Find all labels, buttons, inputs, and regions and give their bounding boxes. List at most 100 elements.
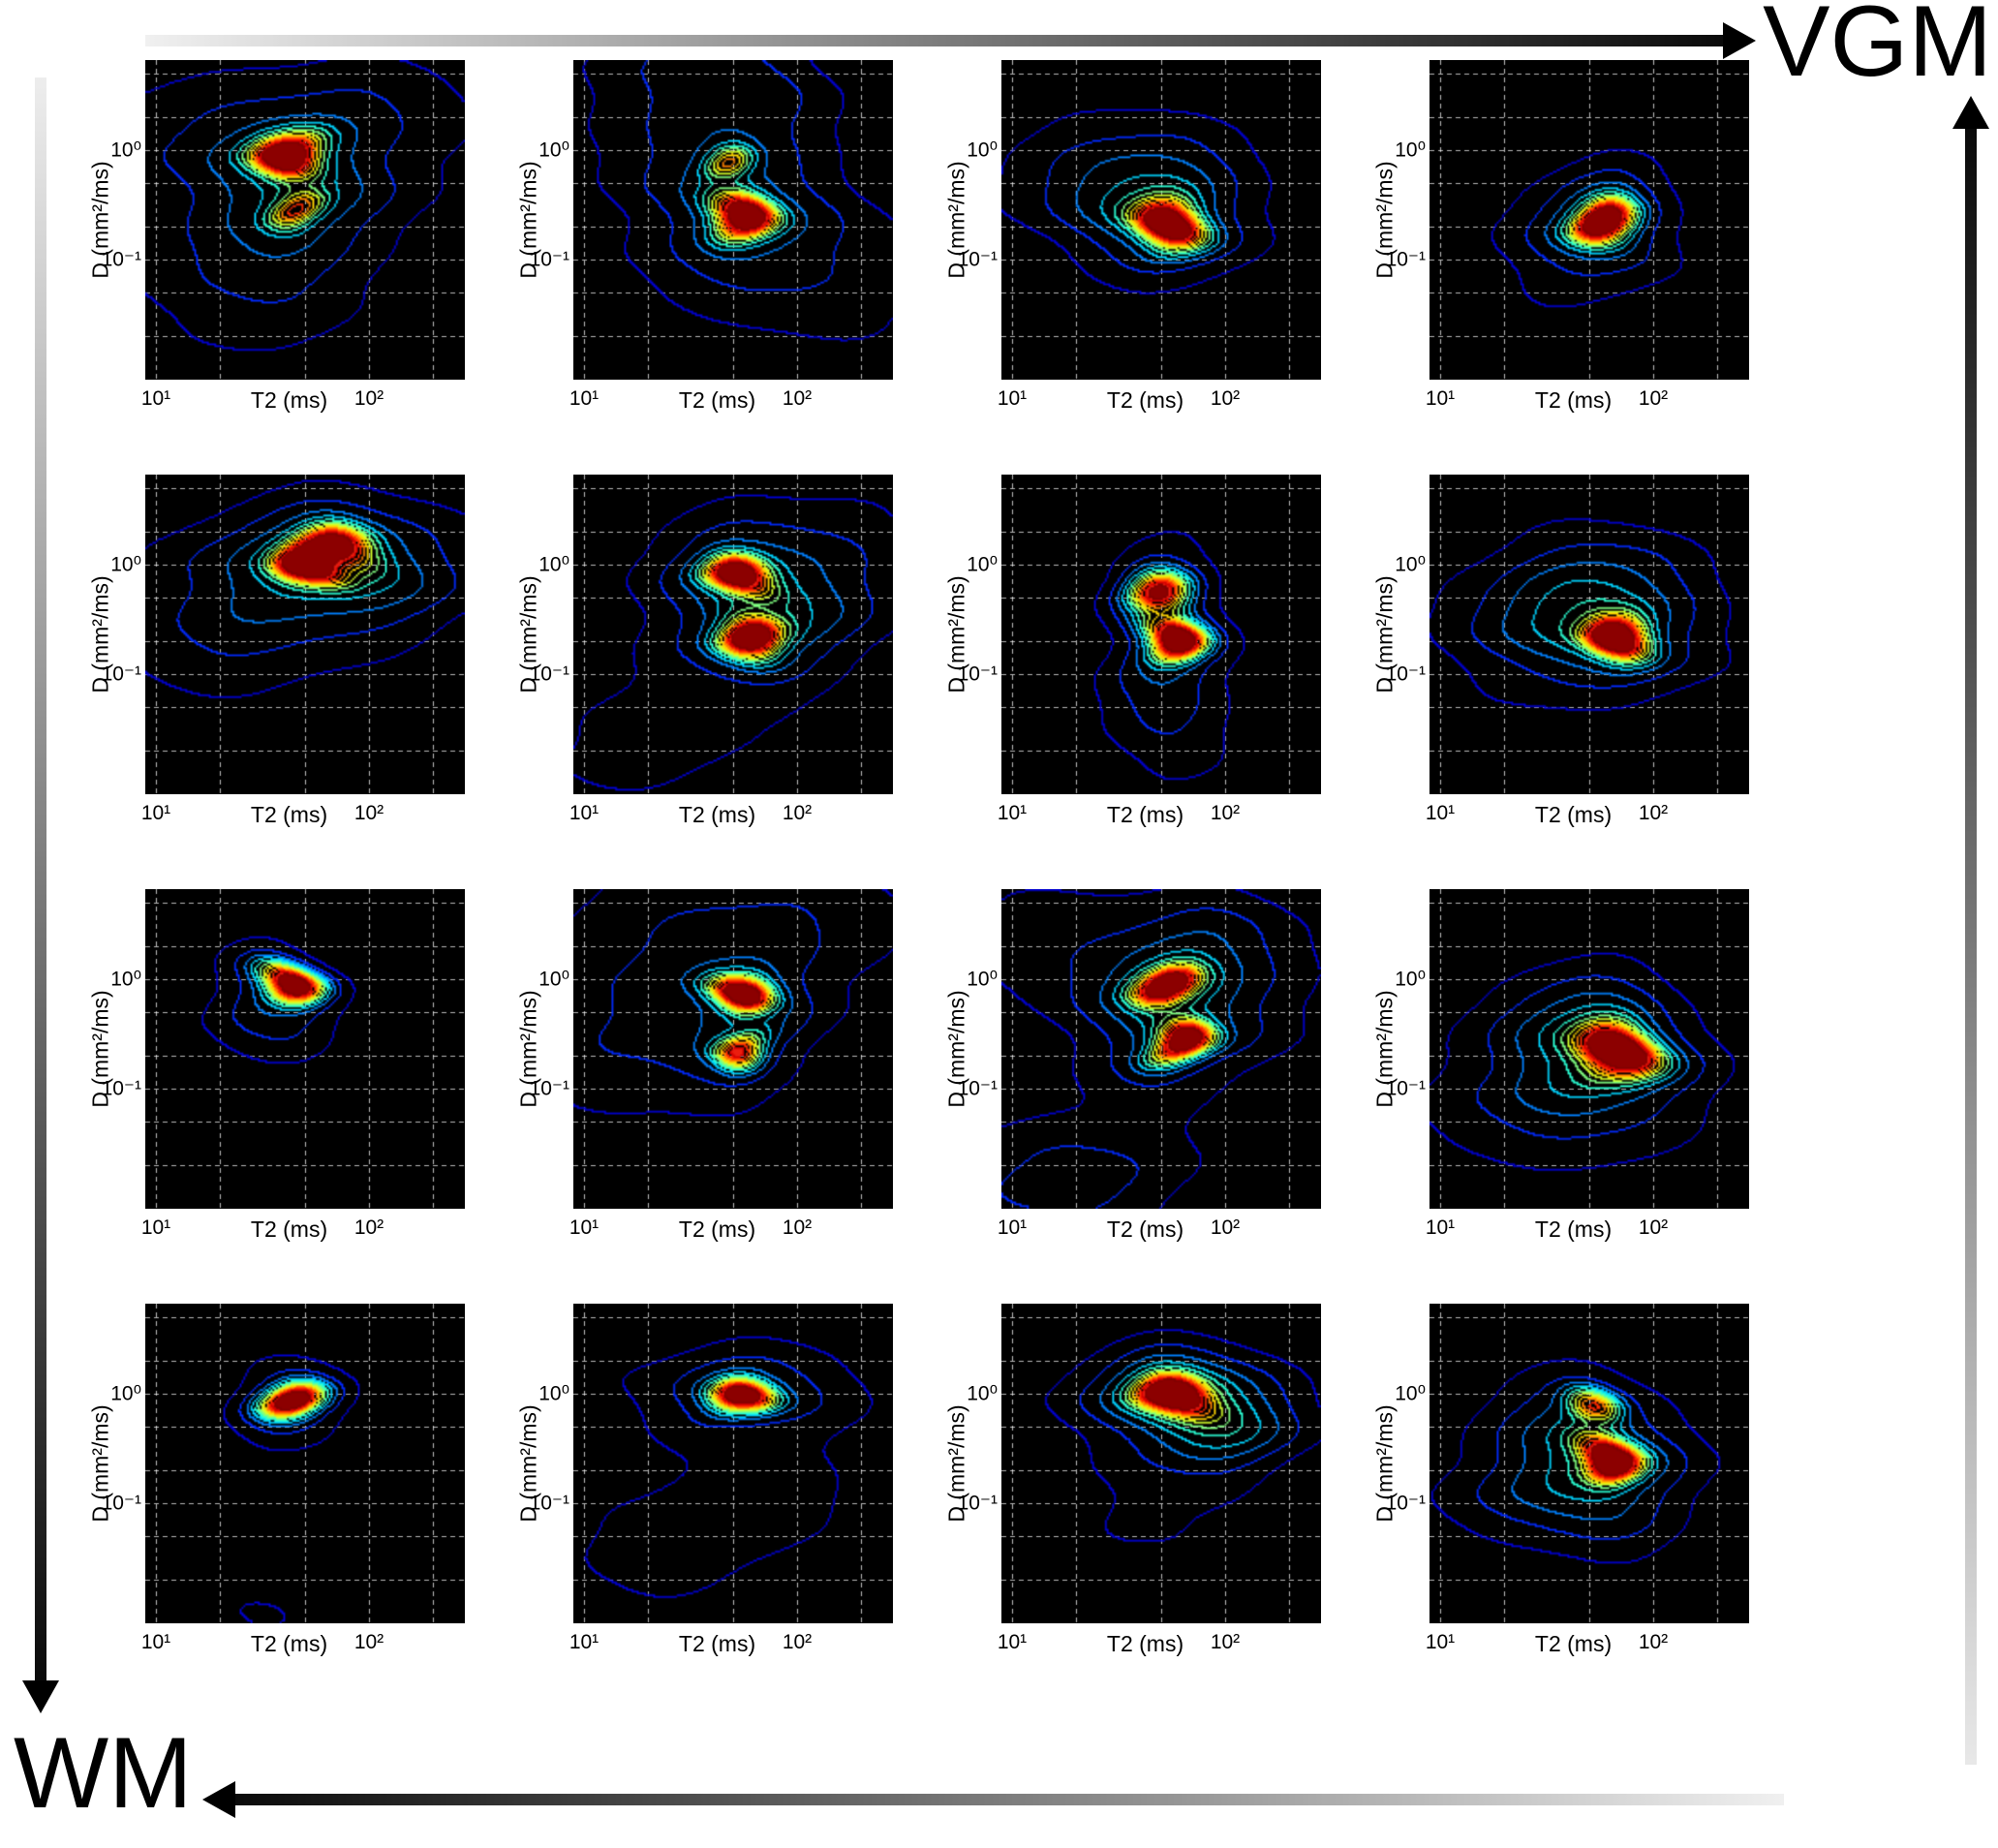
contour-spectrum-canvas [1001, 1304, 1321, 1623]
wm-horizontal-arrowhead-icon [202, 1781, 235, 1818]
y-tick-1e0: 10⁰ [1395, 1382, 1426, 1405]
x-tick-1e2: 10² [1638, 387, 1669, 410]
y-tick-1e0: 10⁰ [967, 139, 998, 162]
x-axis-label: T2 (ms) [678, 1631, 756, 1656]
x-axis-label: T2 (ms) [250, 802, 328, 827]
contour-panel: D (mm²/ms) 10⁰ 10⁻¹ 10¹ 10² T2 (ms) [85, 475, 469, 854]
y-tick-1e-1: 10⁻¹ [529, 1077, 569, 1100]
plot-area [573, 1304, 893, 1623]
x-axis-label: T2 (ms) [250, 387, 328, 413]
x-tick-1e1: 10¹ [569, 1217, 599, 1239]
vgm-label: VGM [1763, 0, 1992, 98]
x-tick-1e2: 10² [782, 802, 813, 824]
y-tick-1e-1: 10⁻¹ [101, 1492, 141, 1515]
x-axis-label: T2 (ms) [1534, 1217, 1613, 1242]
y-tick-1e0: 10⁰ [538, 1382, 569, 1405]
contour-panel: D (mm²/ms) 10⁰ 10⁻¹ 10¹ 10² T2 (ms) [513, 60, 897, 440]
plot-area [1001, 1304, 1321, 1623]
x-tick-1e2: 10² [1638, 1631, 1669, 1653]
x-tick-1e1: 10¹ [1425, 387, 1456, 410]
x-tick-1e1: 10¹ [140, 1217, 171, 1239]
y-tick-1e0: 10⁰ [1395, 553, 1426, 576]
vgm-horizontal-arrow-shaft [145, 35, 1724, 46]
vgm-horizontal-arrow [145, 22, 1756, 59]
x-tick-1e2: 10² [353, 802, 384, 824]
contour-panel: D (mm²/ms) 10⁰ 10⁻¹ 10¹ 10² T2 (ms) [1369, 889, 1753, 1269]
wm-vertical-arrow [22, 77, 59, 1713]
x-tick-1e2: 10² [782, 387, 813, 410]
contour-panel: D (mm²/ms) 10⁰ 10⁻¹ 10¹ 10² T2 (ms) [85, 1304, 469, 1683]
contour-panel: D (mm²/ms) 10⁰ 10⁻¹ 10¹ 10² T2 (ms) [513, 889, 897, 1269]
plot-area [145, 60, 465, 380]
y-tick-1e-1: 10⁻¹ [1385, 248, 1426, 271]
wm-vertical-arrowhead-icon [22, 1680, 59, 1713]
x-tick-1e2: 10² [1210, 387, 1241, 410]
y-tick-1e-1: 10⁻¹ [957, 662, 998, 686]
x-tick-1e2: 10² [1210, 1217, 1241, 1239]
x-axis-label: T2 (ms) [250, 1631, 328, 1656]
plot-area [1429, 60, 1749, 380]
x-tick-1e1: 10¹ [569, 1631, 599, 1653]
plot-area [573, 60, 893, 380]
contour-spectrum-canvas [145, 1304, 465, 1623]
x-tick-1e2: 10² [353, 387, 384, 410]
contour-panel: D (mm²/ms) 10⁰ 10⁻¹ 10¹ 10² T2 (ms) [941, 60, 1325, 440]
wm-horizontal-arrow-shaft [234, 1794, 1784, 1805]
x-tick-1e1: 10¹ [997, 1217, 1028, 1239]
x-axis-label: T2 (ms) [1534, 802, 1613, 827]
contour-panel: D (mm²/ms) 10⁰ 10⁻¹ 10¹ 10² T2 (ms) [85, 60, 469, 440]
contour-spectrum-canvas [573, 60, 893, 380]
y-tick-1e-1: 10⁻¹ [1385, 1492, 1426, 1515]
x-tick-1e2: 10² [1210, 802, 1241, 824]
x-tick-1e1: 10¹ [1425, 1631, 1456, 1653]
contour-panel: D (mm²/ms) 10⁰ 10⁻¹ 10¹ 10² T2 (ms) [1369, 1304, 1753, 1683]
contour-spectrum-canvas [1429, 889, 1749, 1209]
y-tick-1e-1: 10⁻¹ [1385, 1077, 1426, 1100]
x-tick-1e1: 10¹ [1425, 802, 1456, 824]
plot-area [145, 889, 465, 1209]
plot-area [145, 1304, 465, 1623]
x-tick-1e1: 10¹ [997, 802, 1028, 824]
y-tick-1e0: 10⁰ [538, 139, 569, 162]
x-axis-label: T2 (ms) [1106, 802, 1184, 827]
x-tick-1e1: 10¹ [140, 387, 171, 410]
x-tick-1e2: 10² [1638, 1217, 1669, 1239]
y-tick-1e0: 10⁰ [967, 968, 998, 991]
contour-panel: D (mm²/ms) 10⁰ 10⁻¹ 10¹ 10² T2 (ms) [1369, 60, 1753, 440]
y-tick-1e0: 10⁰ [538, 553, 569, 576]
plot-area [145, 475, 465, 794]
plot-area [1429, 889, 1749, 1209]
contour-panel: D (mm²/ms) 10⁰ 10⁻¹ 10¹ 10² T2 (ms) [941, 889, 1325, 1269]
plot-area [1429, 1304, 1749, 1623]
x-axis-label: T2 (ms) [1106, 1631, 1184, 1656]
x-axis-label: T2 (ms) [678, 802, 756, 827]
y-tick-1e0: 10⁰ [110, 553, 141, 576]
contour-panel: D (mm²/ms) 10⁰ 10⁻¹ 10¹ 10² T2 (ms) [513, 475, 897, 854]
x-tick-1e1: 10¹ [140, 802, 171, 824]
plot-area [573, 889, 893, 1209]
x-tick-1e1: 10¹ [569, 387, 599, 410]
plot-area [573, 475, 893, 794]
contour-spectrum-canvas [573, 889, 893, 1209]
wm-horizontal-arrow [202, 1781, 1784, 1818]
y-tick-1e0: 10⁰ [1395, 968, 1426, 991]
y-tick-1e-1: 10⁻¹ [957, 248, 998, 271]
y-tick-1e0: 10⁰ [1395, 139, 1426, 162]
y-tick-1e0: 10⁰ [967, 553, 998, 576]
contour-panel: D (mm²/ms) 10⁰ 10⁻¹ 10¹ 10² T2 (ms) [941, 1304, 1325, 1683]
y-tick-1e0: 10⁰ [110, 1382, 141, 1405]
plot-area [1001, 60, 1321, 380]
contour-spectrum-canvas [1429, 475, 1749, 794]
contour-spectrum-canvas [1429, 1304, 1749, 1623]
x-axis-label: T2 (ms) [678, 1217, 756, 1242]
x-tick-1e1: 10¹ [569, 802, 599, 824]
y-tick-1e-1: 10⁻¹ [529, 248, 569, 271]
x-tick-1e2: 10² [353, 1631, 384, 1653]
x-axis-label: T2 (ms) [678, 387, 756, 413]
x-tick-1e2: 10² [782, 1631, 813, 1653]
y-tick-1e0: 10⁰ [538, 968, 569, 991]
x-tick-1e1: 10¹ [997, 1631, 1028, 1653]
x-axis-label: T2 (ms) [1534, 1631, 1613, 1656]
x-tick-1e1: 10¹ [997, 387, 1028, 410]
contour-spectrum-canvas [573, 1304, 893, 1623]
